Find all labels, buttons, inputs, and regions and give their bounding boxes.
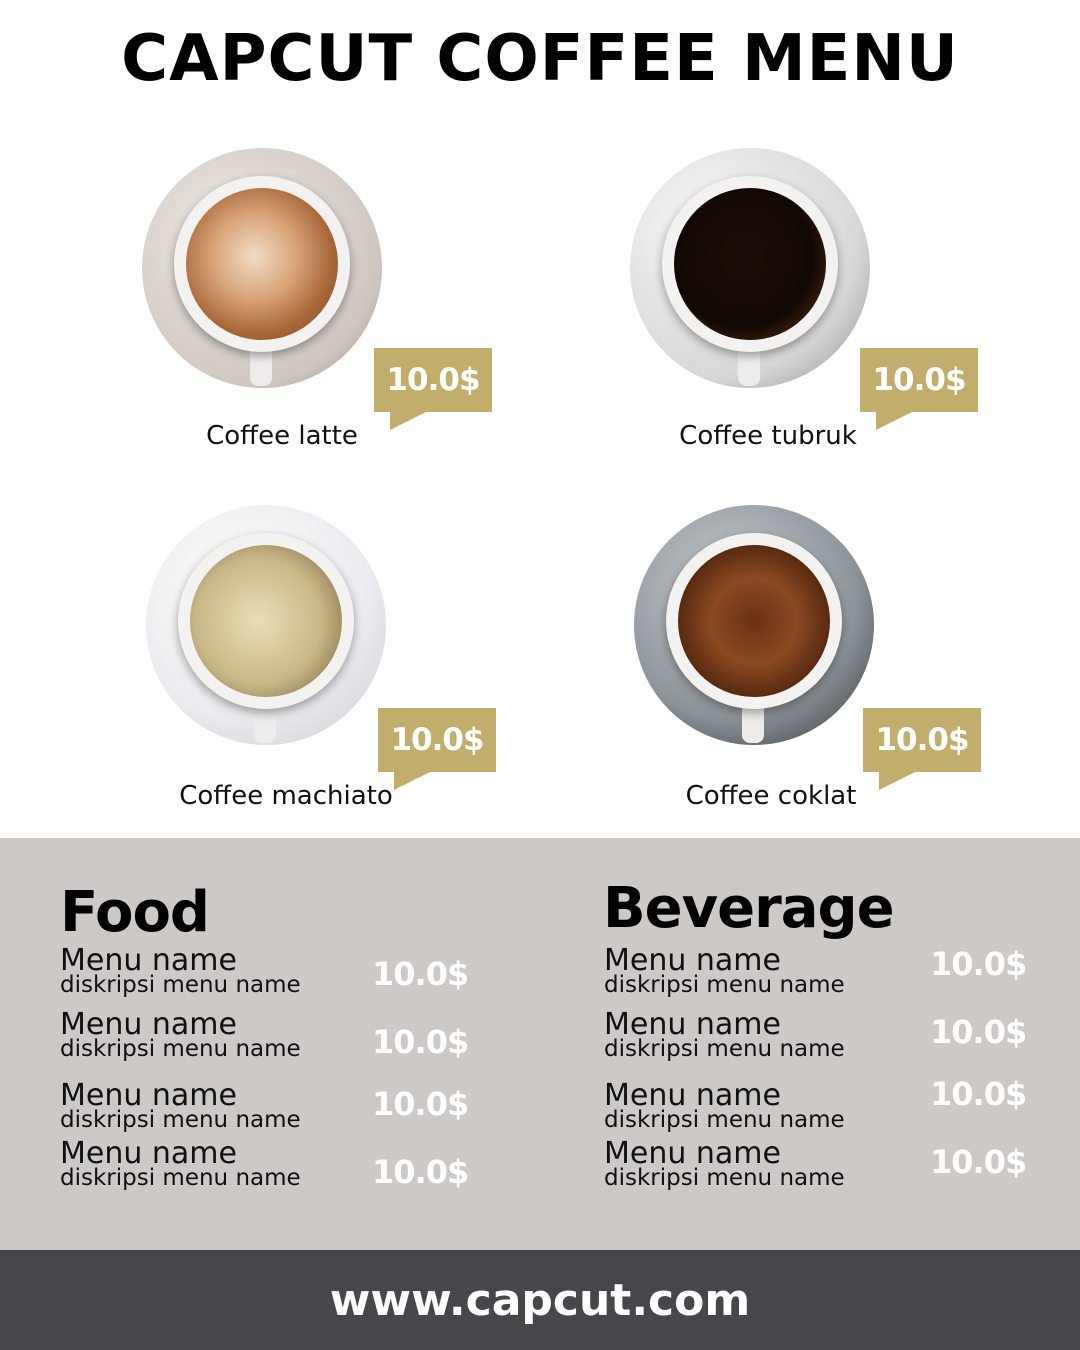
item-desc: diskripsi menu name bbox=[604, 1036, 845, 1062]
item-name: Menu name bbox=[604, 1136, 781, 1171]
price-tag: 10.0$ bbox=[374, 348, 492, 430]
beverage-item: Menu name diskripsi menu name bbox=[604, 1010, 845, 1061]
item-desc: diskripsi menu name bbox=[60, 972, 301, 998]
item-price: 10.0$ bbox=[930, 1143, 1027, 1181]
beverage-item: Menu name diskripsi menu name bbox=[604, 1139, 845, 1190]
item-name: Menu name bbox=[60, 1136, 237, 1171]
item-desc: diskripsi menu name bbox=[604, 1107, 845, 1133]
item-name: Menu name bbox=[60, 943, 237, 978]
coffee-latte-image bbox=[142, 148, 382, 388]
beverage-title: Beverage bbox=[603, 876, 895, 941]
coffee-name: Coffee machiato bbox=[179, 781, 393, 811]
beverage-item: Menu name diskripsi menu name bbox=[604, 946, 845, 997]
item-desc: diskripsi menu name bbox=[604, 1165, 845, 1191]
menu-panel bbox=[0, 838, 1080, 1250]
price-tag: 10.0$ bbox=[860, 348, 978, 430]
food-item: Menu name diskripsi menu name bbox=[60, 946, 301, 997]
item-price: 10.0$ bbox=[372, 1085, 469, 1123]
item-name: Menu name bbox=[60, 1078, 237, 1113]
item-price: 10.0$ bbox=[930, 1075, 1027, 1113]
coffee-machiato-image bbox=[146, 505, 386, 745]
website-link[interactable]: www.capcut.com bbox=[329, 1274, 751, 1326]
coffee-tubruk-image bbox=[630, 148, 870, 388]
beverage-item: Menu name diskripsi menu name bbox=[604, 1081, 845, 1132]
item-price: 10.0$ bbox=[372, 1023, 469, 1061]
food-item: Menu name diskripsi menu name bbox=[60, 1010, 301, 1061]
food-item: Menu name diskripsi menu name bbox=[60, 1139, 301, 1190]
item-price: 10.0$ bbox=[372, 955, 469, 993]
item-name: Menu name bbox=[60, 1007, 237, 1042]
coffee-name: Coffee coklat bbox=[685, 781, 857, 811]
coffee-name: Coffee latte bbox=[206, 421, 358, 451]
item-name: Menu name bbox=[604, 1078, 781, 1113]
item-desc: diskripsi menu name bbox=[60, 1165, 301, 1191]
item-desc: diskripsi menu name bbox=[60, 1107, 301, 1133]
footer: www.capcut.com bbox=[0, 1250, 1080, 1350]
item-price: 10.0$ bbox=[930, 945, 1027, 983]
page-title: CAPCUT COFFEE MENU bbox=[121, 22, 959, 96]
item-name: Menu name bbox=[604, 943, 781, 978]
price-tag: 10.0$ bbox=[378, 708, 496, 790]
item-name: Menu name bbox=[604, 1007, 781, 1042]
coffee-coklat-image bbox=[634, 505, 874, 745]
coffee-name: Coffee tubruk bbox=[679, 421, 857, 451]
item-desc: diskripsi menu name bbox=[604, 972, 845, 998]
item-price: 10.0$ bbox=[930, 1013, 1027, 1051]
food-item: Menu name diskripsi menu name bbox=[60, 1081, 301, 1132]
food-title: Food bbox=[60, 880, 210, 945]
item-price: 10.0$ bbox=[372, 1153, 469, 1191]
item-desc: diskripsi menu name bbox=[60, 1036, 301, 1062]
price-tag: 10.0$ bbox=[863, 708, 981, 790]
